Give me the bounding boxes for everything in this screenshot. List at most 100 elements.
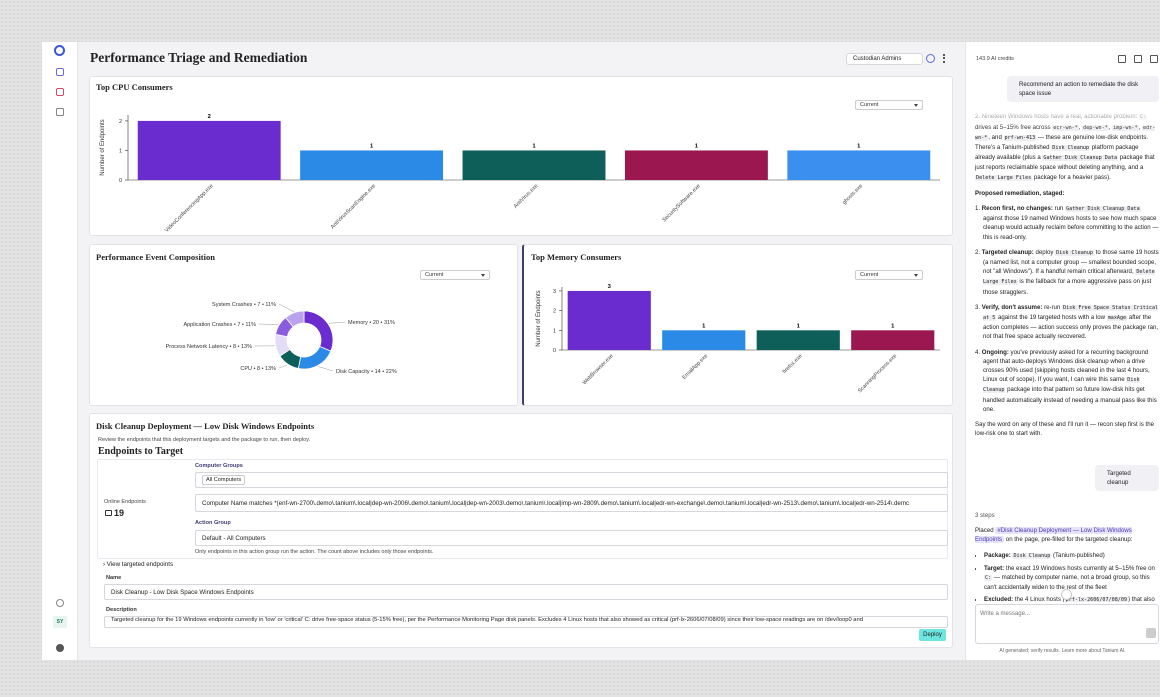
bullet: Excluded: the 4 Linux hosts (prf-lx-2606… [984,595,1159,602]
message-input[interactable] [975,604,1159,644]
action-group: Default - All Computers [202,534,266,542]
card [89,76,953,236]
card-title: Performance Event Composition [96,252,215,262]
scroll-button[interactable] [1061,589,1072,600]
text: ) that also showed critical — their 0% f… [1127,596,1155,602]
role-name: Custodian Admins [853,56,902,62]
code: maxAge [1106,315,1128,322]
deploy-button[interactable]: Deploy [919,629,946,641]
bullet: Package: Disk Cleanup (Tanium-published) [984,551,1159,561]
step: 3. Verify, don't assume: re-run Disk Fre… [975,303,1159,342]
text: — matched by computer name, not a broad … [984,573,1150,592]
bullet: Target: the exact 19 Windows hosts curre… [984,564,1159,593]
nav-rail: SY [42,42,78,660]
step: 4. Ongoing: you've previously asked for … [975,348,1159,414]
logo[interactable] [54,45,65,56]
online-label: Online Endpoints [104,499,146,505]
text: against those 19 named Windows hosts to … [983,215,1159,241]
chat-footer: AI generated; verify results. Learn more… [999,648,1126,654]
group-chip[interactable]: All Computers [202,475,246,485]
code: Disk Cleanup [1051,145,1091,152]
code: Gather Disk Cleanup Data [1042,155,1119,162]
code: Disk Cleanup [1055,249,1094,256]
text: Placed [975,527,996,535]
text: you've previously asked for a recurring … [983,348,1150,384]
help-icon[interactable] [926,54,935,63]
endpoint-icon [105,510,112,516]
code: Gather Disk Cleanup Data [1065,206,1141,213]
text: run [1052,205,1066,213]
text: 2. [975,248,982,256]
user-message: Targeted cleanup [1095,464,1159,491]
view-targets[interactable]: › View targeted endpoints [103,561,174,568]
bold: Targeted cleanup: [981,248,1034,256]
bold: Recon first, no changes: [981,205,1053,213]
name-field[interactable]: Disk Cleanup - Low Disk Space Windows En… [104,584,948,600]
card-title: Top Memory Consumers [531,252,622,262]
action-group-field[interactable]: Default - All Computers [195,530,948,546]
text: the exact 19 Windows hosts currently at … [1004,564,1155,572]
text: package that just reports reclaimable sp… [975,154,1155,172]
code: prf-lx-2606/07/08/09 [1064,597,1128,602]
text: against the 19 targeted hosts with a low [996,314,1107,322]
text: to those same 19 hosts (a named list, no… [983,248,1159,276]
bold: Excluded: [984,596,1014,602]
nav-icon[interactable] [56,644,64,652]
nav-icon[interactable] [56,108,64,116]
text: re-run [1042,303,1063,311]
user-message: Recommend an action to remediate the dis… [1007,76,1159,103]
messages: Recommend an action to remediate the dis… [975,76,1159,602]
credits: 143.9 AI credits [976,56,1014,62]
fade [975,108,1159,130]
filter-text: Computer Name matches *(enf-wn-2700\.dem… [202,499,910,507]
text: platform package already available (plus… [975,144,1139,162]
description-field[interactable]: Targeted cleanup for the 19 Windows endp… [104,616,948,628]
avatar[interactable]: SY [53,616,67,628]
nav-icon[interactable] [56,68,64,76]
card-title: Top CPU Consumers [96,82,173,92]
chat-icon[interactable] [1134,55,1142,63]
text: deploy [1033,248,1056,256]
name-value: Disk Cleanup - Low Disk Space Windows En… [111,588,254,596]
field-label: Description [106,607,137,613]
filter-dropdown[interactable]: Current [855,100,923,110]
role-selector[interactable]: Custodian Admins [846,53,923,65]
input-placeholder: Write a message... [980,611,1030,617]
chat-icon[interactable] [1118,55,1126,63]
filter-dropdown[interactable]: Current [855,270,923,280]
text: 4. [975,348,982,356]
chat-icon[interactable] [1150,55,1158,63]
text: 3. [975,303,982,311]
paragraph: Placed #Disk Cleanup Deployment — Low Di… [975,526,1159,544]
chat-panel [965,42,1160,660]
menu-icon[interactable] [943,54,945,63]
card [522,244,953,406]
field-label: Action Group [195,520,231,526]
filter-field[interactable]: Computer Name matches *(enf-wn-2700\.dem… [195,494,948,512]
field-label: Computer Groups [195,463,243,469]
paragraph: Say the word on any of these and I'll ru… [975,421,1154,438]
card-title: Disk Cleanup Deployment — Low Disk Windo… [96,421,315,431]
bold: Package: [984,551,1011,559]
text: the 4 Linux hosts ( [1013,596,1065,602]
nav-icon[interactable] [56,599,64,607]
section-title: Endpoints to Target [98,446,184,457]
text: on the page, pre-filled for the targeted… [1004,536,1133,544]
text: is the fallback for a more aggressive pa… [983,278,1152,296]
nav-icon[interactable] [56,88,64,96]
action-note: Only endpoints in this action group run … [195,549,434,555]
step: 1. Recon first, no changes: run Gather D… [975,204,1159,242]
step-count: 3 steps [975,511,995,519]
code: Disk Cleanup [1012,552,1052,559]
bold: Ongoing: [981,348,1009,356]
online-count: 19 [114,508,125,518]
text: (Tanium-published) [1051,551,1105,559]
send-button[interactable] [1146,628,1156,638]
code: prf-wn-413 [1003,134,1037,141]
bold: Verify, don't assume: [981,303,1043,311]
text: package into that pattern so future low-… [983,386,1157,413]
view-targets-text: View targeted endpoints [106,561,174,568]
group-field[interactable]: All Computers [195,472,948,488]
filter-dropdown[interactable]: Current [420,270,490,280]
